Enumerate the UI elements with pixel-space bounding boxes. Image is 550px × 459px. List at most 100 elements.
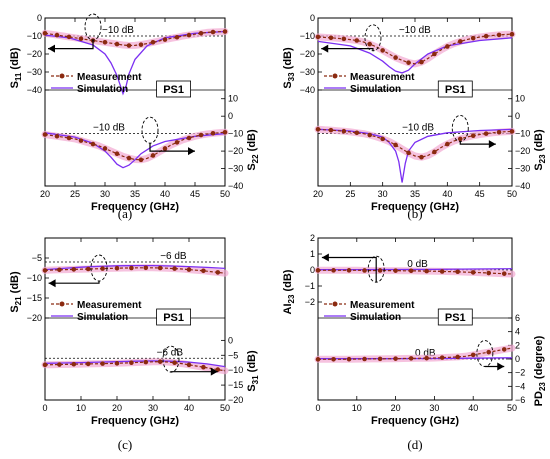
y-right-axis-label: S23 (dB) xyxy=(533,129,547,171)
lower-reference-label: −6 dB xyxy=(157,347,184,358)
legend-measurement-marker xyxy=(59,301,65,307)
lower-measurement-point xyxy=(42,132,48,137)
x-tick-label: 40 xyxy=(160,189,170,199)
lower-measurement-point xyxy=(408,356,414,361)
legend-measurement-marker xyxy=(59,73,65,79)
lower-measurement-point xyxy=(126,155,132,161)
y-right-tick-label: 10 xyxy=(515,94,525,104)
upper-measurement-point xyxy=(362,268,367,273)
y-left-tick-label: −20 xyxy=(27,313,42,323)
upper-measurement-point xyxy=(114,265,120,271)
y-right-tick-label: 6 xyxy=(515,313,520,323)
x-axis-label: Frequency (GHz) xyxy=(91,201,179,213)
lower-measurement-point xyxy=(509,129,515,134)
x-tick-label: 20 xyxy=(391,403,401,413)
upper-axis-arrow xyxy=(48,40,94,50)
legend-measurement-marker xyxy=(332,301,338,307)
ps-label-box xyxy=(437,308,473,326)
lower-measurement-point xyxy=(210,130,216,136)
lower-measurement-point xyxy=(346,356,352,362)
lower-measurement-point xyxy=(439,355,445,360)
panel-b: 20 25 30 35 40 45 50 Frequency (GHz) 0 −10 −20 −30 −… xyxy=(282,13,547,221)
panel-a: 20 25 30 35 40 45 50 Frequency (GHz) 0 −10 −20 −30 −… xyxy=(9,13,260,221)
upper-measurement-point xyxy=(486,270,492,276)
lower-measurement-point xyxy=(380,136,385,142)
upper-measurement-point xyxy=(126,43,132,48)
x-tick-label: 20 xyxy=(112,403,122,413)
lower-measurement-point xyxy=(486,349,492,355)
lower-measurement-point xyxy=(367,132,373,138)
plot-frame xyxy=(317,17,513,187)
upper-measurement-point xyxy=(162,37,168,42)
y-left-tick-label: −5 xyxy=(32,253,42,263)
y-right-tick-label: −10 xyxy=(515,129,530,139)
lower-measurement-point xyxy=(455,354,460,360)
x-tick-label: 30 xyxy=(378,189,388,199)
y-left-axis-label: AI23 (dB) xyxy=(282,269,296,314)
y-right-tick-label: −20 xyxy=(228,146,243,156)
upper-measurement-point xyxy=(470,270,476,275)
x-tick-label: 45 xyxy=(190,189,200,199)
y-left-tick-label: −10 xyxy=(27,273,42,283)
lower-measurement-point xyxy=(354,130,360,136)
lower-measurement-point xyxy=(424,355,429,361)
lower-measurement-point xyxy=(470,352,476,358)
ps-label: PS1 xyxy=(445,312,466,324)
lower-measurement-point xyxy=(174,140,180,145)
lower-simulation-line xyxy=(317,128,513,183)
upper-arrowhead xyxy=(321,44,329,53)
x-tick-label: 45 xyxy=(475,189,485,199)
x-tick-label: 0 xyxy=(42,403,47,413)
lower-arrowhead xyxy=(210,367,218,376)
y-left-tick-label: −30 xyxy=(300,67,315,77)
ps-label-box xyxy=(437,80,473,98)
lower-measurement-point xyxy=(201,364,206,370)
x-tick-label: 10 xyxy=(352,403,362,413)
upper-measurement-point xyxy=(54,32,60,38)
upper-measurement-point xyxy=(78,36,84,41)
y-right-tick-label: −30 xyxy=(515,164,530,174)
upper-measurement-point xyxy=(341,36,347,42)
x-tick-label: 50 xyxy=(220,403,230,413)
upper-reference-label: −10 dB xyxy=(399,25,431,36)
upper-measurement-point xyxy=(393,268,398,273)
y-left-tick-label: −2 xyxy=(305,297,315,307)
lower-measurement-point xyxy=(54,133,60,139)
y-right-tick-label: 0 xyxy=(515,111,520,121)
upper-arrowhead xyxy=(48,279,56,288)
upper-arrowhead xyxy=(321,253,329,262)
upper-measurement-point xyxy=(201,268,206,274)
x-tick-label: 30 xyxy=(429,403,439,413)
y-right-tick-label: −10 xyxy=(228,365,243,375)
lower-measurement-point xyxy=(172,360,177,366)
panel-label: (a) xyxy=(118,206,132,221)
y-left-axis-label: S21 (dB) xyxy=(9,271,23,313)
x-tick-label: 40 xyxy=(184,403,194,413)
upper-measurement-point xyxy=(445,44,450,49)
lower-measurement-point xyxy=(419,154,424,160)
upper-measurement-point xyxy=(509,31,515,37)
panel-label: (d) xyxy=(407,437,422,452)
upper-measurement-point xyxy=(367,41,373,47)
lower-measurement-point xyxy=(114,361,120,366)
upper-measurement-point xyxy=(377,268,383,273)
x-tick-label: 25 xyxy=(345,189,355,199)
ps-label: PS1 xyxy=(163,312,184,324)
upper-axis-arrow xyxy=(321,256,377,283)
lower-measurement-point xyxy=(315,126,321,132)
lower-measurement-point xyxy=(457,136,463,142)
lower-measurement-point xyxy=(393,356,398,361)
y-left-tick-label: −30 xyxy=(27,67,42,77)
upper-measurement-point xyxy=(315,268,321,273)
y-right-tick-label: 10 xyxy=(228,94,238,104)
upper-measurement-point xyxy=(215,270,221,275)
upper-measurement-point xyxy=(57,267,62,273)
upper-measurement-point xyxy=(222,29,228,34)
x-axis-label: Frequency (GHz) xyxy=(371,415,459,427)
lower-measurement-line xyxy=(317,128,513,158)
lower-measurement-point xyxy=(501,347,507,352)
upper-measurement-point xyxy=(42,268,48,273)
lower-measurement-point xyxy=(331,356,336,362)
upper-measurement-point xyxy=(406,60,411,65)
x-tick-label: 40 xyxy=(442,189,452,199)
